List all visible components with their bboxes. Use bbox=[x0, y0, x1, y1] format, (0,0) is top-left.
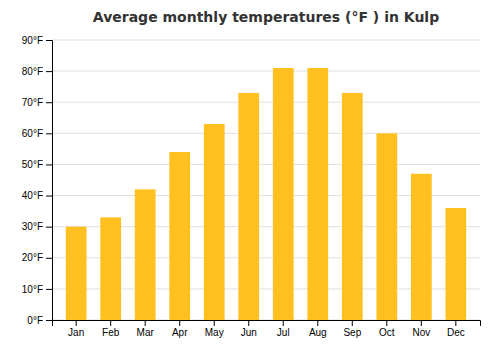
y-tick-label: 20°F bbox=[22, 252, 43, 263]
bar bbox=[100, 217, 121, 320]
x-tick: May bbox=[205, 320, 224, 338]
plot: Jan Feb Mar Apr May Jun Jul Aug Sep Oct Nov Dec 0°F 1… bbox=[22, 35, 481, 338]
y-tick: 40°F bbox=[22, 190, 52, 201]
y-tick-label: 40°F bbox=[22, 190, 43, 201]
bar bbox=[238, 93, 259, 320]
y-axis-line bbox=[46, 41, 53, 321]
x-tick-label: Dec bbox=[447, 327, 465, 338]
bar bbox=[411, 174, 432, 320]
bars bbox=[66, 68, 466, 320]
y-tick-label: 50°F bbox=[22, 159, 43, 170]
y-tick: 90°F bbox=[22, 35, 52, 46]
x-tick-label: Jul bbox=[277, 327, 290, 338]
x-tick-label: Jun bbox=[241, 327, 257, 338]
y-axis: 0°F 10°F 20°F 30°F 40°F 50°F 60°F 70°F 80°F 90°F bbox=[22, 35, 53, 326]
x-tick-mark bbox=[248, 320, 249, 326]
chart-container: Average monthly temperatures (°F ) in Ku… bbox=[0, 0, 500, 350]
bar bbox=[273, 68, 294, 320]
y-tick: 50°F bbox=[22, 159, 52, 170]
grid-line bbox=[52, 102, 480, 103]
y-tick-mark bbox=[46, 258, 52, 259]
y-tick-mark bbox=[46, 102, 52, 103]
y-tick-label: 30°F bbox=[22, 221, 43, 232]
y-tick-mark bbox=[46, 71, 52, 72]
y-tick: 80°F bbox=[22, 66, 52, 77]
y-tick-label: 0°F bbox=[27, 315, 43, 326]
x-tick-label: Jan bbox=[68, 327, 84, 338]
x-tick-label: Mar bbox=[137, 327, 155, 338]
x-tick-mark bbox=[145, 320, 146, 326]
x-tick-label: Oct bbox=[379, 327, 395, 338]
x-tick-mark bbox=[76, 320, 77, 326]
grid-line bbox=[52, 71, 480, 72]
x-tick: Dec bbox=[447, 320, 465, 338]
x-tick: Jan bbox=[68, 320, 84, 338]
x-tick: Mar bbox=[137, 320, 155, 338]
bar bbox=[376, 133, 397, 320]
y-tick-label: 10°F bbox=[22, 284, 43, 295]
x-tick: Nov bbox=[412, 320, 430, 338]
x-tick-label: Nov bbox=[412, 327, 430, 338]
bar bbox=[445, 208, 466, 320]
x-axis: Jan Feb Mar Apr May Jun Jul Aug Sep Oct Nov Dec bbox=[53, 320, 481, 338]
x-tick-mark bbox=[214, 320, 215, 326]
grid bbox=[52, 40, 480, 320]
x-axis-line bbox=[53, 321, 481, 327]
x-tick: Apr bbox=[172, 320, 188, 338]
grid-line bbox=[52, 164, 480, 165]
y-tick: 70°F bbox=[22, 97, 52, 108]
y-tick-mark bbox=[46, 227, 52, 228]
x-tick-label: Feb bbox=[102, 327, 120, 338]
y-tick-label: 80°F bbox=[22, 66, 43, 77]
x-tick-mark bbox=[110, 320, 111, 326]
x-tick: Jun bbox=[241, 320, 257, 338]
grid-line bbox=[52, 133, 480, 134]
x-tick: Feb bbox=[102, 320, 120, 338]
x-tick-mark bbox=[179, 320, 180, 326]
y-tick-mark bbox=[46, 320, 52, 321]
y-tick-label: 60°F bbox=[22, 128, 43, 139]
y-tick: 0°F bbox=[27, 315, 52, 326]
title: Average monthly temperatures (°F ) in Ku… bbox=[93, 9, 439, 25]
x-tick-label: May bbox=[205, 327, 224, 338]
y-tick: 10°F bbox=[22, 284, 52, 295]
x-tick-label: Apr bbox=[172, 327, 188, 338]
x-tick: Oct bbox=[379, 320, 395, 338]
y-tick-label: 90°F bbox=[22, 35, 43, 46]
x-tick: Jul bbox=[277, 320, 290, 338]
x-tick-mark bbox=[317, 320, 318, 326]
y-tick: 30°F bbox=[22, 221, 52, 232]
bar bbox=[169, 152, 190, 320]
bar bbox=[342, 93, 363, 320]
y-tick-mark bbox=[46, 40, 52, 41]
grid-line bbox=[52, 40, 480, 41]
x-tick: Sep bbox=[343, 320, 361, 338]
y-tick-label: 70°F bbox=[22, 97, 43, 108]
x-tick-mark bbox=[455, 320, 456, 326]
bar bbox=[66, 227, 87, 320]
chart-svg: Average monthly temperatures (°F ) in Ku… bbox=[0, 0, 500, 350]
y-tick-mark bbox=[46, 196, 52, 197]
bar bbox=[307, 68, 328, 320]
y-tick-mark bbox=[46, 289, 52, 290]
x-tick: Aug bbox=[309, 320, 327, 338]
bar bbox=[135, 189, 156, 320]
x-tick-mark bbox=[283, 320, 284, 326]
y-tick-mark bbox=[46, 164, 52, 165]
x-tick-label: Sep bbox=[343, 327, 361, 338]
x-tick-mark bbox=[352, 320, 353, 326]
bar bbox=[204, 124, 225, 320]
y-tick: 20°F bbox=[22, 252, 52, 263]
y-tick-mark bbox=[46, 133, 52, 134]
x-tick-label: Aug bbox=[309, 327, 327, 338]
x-tick-mark bbox=[386, 320, 387, 326]
x-tick-mark bbox=[421, 320, 422, 326]
y-tick: 60°F bbox=[22, 128, 52, 139]
